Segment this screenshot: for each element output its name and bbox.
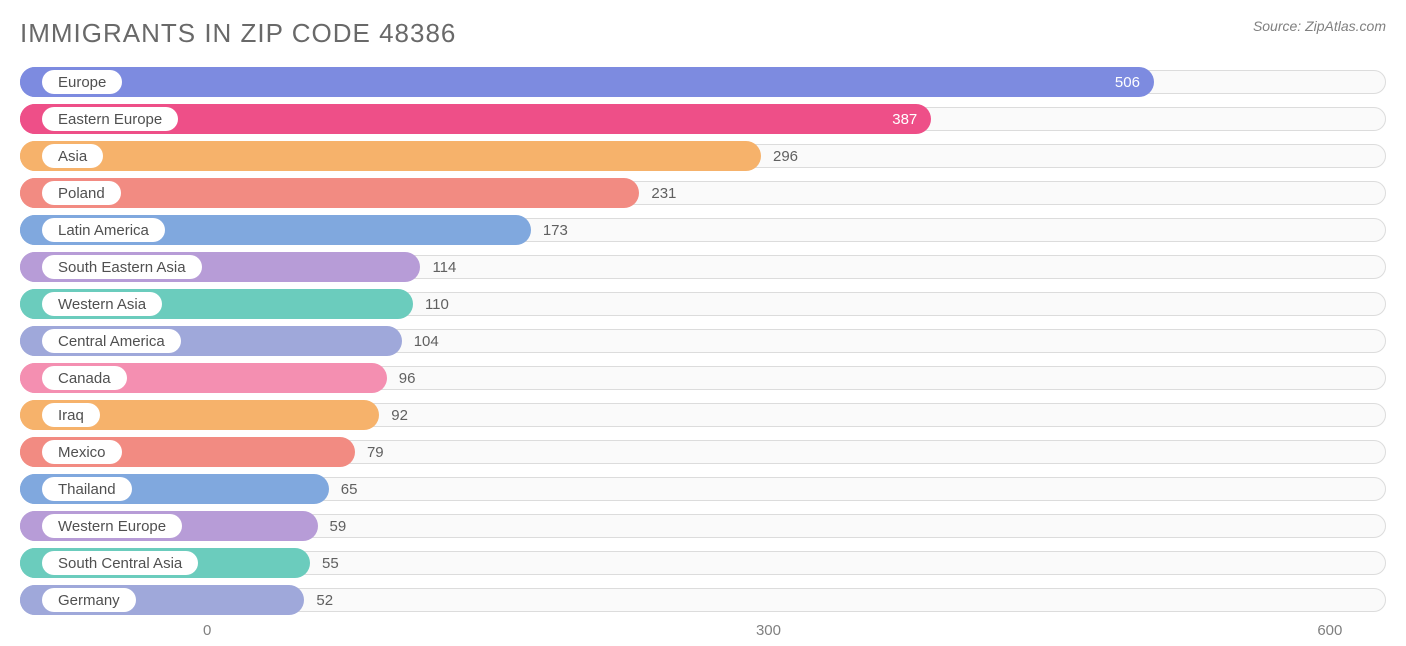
bar-value: 110 <box>413 289 449 319</box>
bar-label: South Eastern Asia <box>42 255 202 279</box>
bar-value: 296 <box>761 141 798 171</box>
bar-label: Western Europe <box>42 514 182 538</box>
bar-label: Germany <box>42 588 136 612</box>
bar-row: South Eastern Asia 114 <box>20 252 1386 282</box>
bar-label: Central America <box>42 329 181 353</box>
bar-label: Thailand <box>42 477 132 501</box>
bar-row: 506 Europe <box>20 67 1386 97</box>
x-tick: 600 <box>1317 622 1342 639</box>
bar-row: Iraq 92 <box>20 400 1386 430</box>
bar-fill: 506 <box>20 67 1154 97</box>
bar-value: 65 <box>329 474 358 504</box>
bar-label: Mexico <box>42 440 122 464</box>
x-axis: 0 300 600 <box>20 622 1386 646</box>
bar-row: 387 Eastern Europe <box>20 104 1386 134</box>
chart-title: IMMIGRANTS IN ZIP CODE 48386 <box>20 18 456 49</box>
bar-value: 55 <box>310 548 339 578</box>
bar-fill <box>20 141 761 171</box>
bar-label: Canada <box>42 366 127 390</box>
bar-label: Poland <box>42 181 121 205</box>
bar-value: 79 <box>355 437 384 467</box>
bar-value: 173 <box>531 215 568 245</box>
bar-row: Central America 104 <box>20 326 1386 356</box>
bar-label: Western Asia <box>42 292 162 316</box>
x-tick: 300 <box>756 622 781 639</box>
bar-value: 52 <box>304 585 333 615</box>
bar-value: 387 <box>892 104 917 134</box>
bar-chart: 506 Europe 387 Eastern Europe Asia 296 Poland 2… <box>20 67 1386 646</box>
x-tick: 0 <box>203 622 211 639</box>
bar-value: 59 <box>318 511 347 541</box>
bar-label: Latin America <box>42 218 165 242</box>
bar-row: Latin America 173 <box>20 215 1386 245</box>
bar-row: Western Asia 110 <box>20 289 1386 319</box>
bar-label: Europe <box>42 70 122 94</box>
bar-row: Canada 96 <box>20 363 1386 393</box>
bar-row: Poland 231 <box>20 178 1386 208</box>
bar-value: 114 <box>420 252 456 282</box>
header: IMMIGRANTS IN ZIP CODE 48386 Source: Zip… <box>20 18 1386 49</box>
chart-source: Source: ZipAtlas.com <box>1253 18 1386 34</box>
bar-row: Germany 52 <box>20 585 1386 615</box>
bar-value: 506 <box>1115 67 1140 97</box>
bar-row: Asia 296 <box>20 141 1386 171</box>
bar-label: Asia <box>42 144 103 168</box>
bar-row: Western Europe 59 <box>20 511 1386 541</box>
bar-label: Eastern Europe <box>42 107 178 131</box>
bar-row: Mexico 79 <box>20 437 1386 467</box>
bar-label: Iraq <box>42 403 100 427</box>
bar-value: 104 <box>402 326 439 356</box>
bar-row: South Central Asia 55 <box>20 548 1386 578</box>
bar-value: 231 <box>639 178 676 208</box>
bar-row: Thailand 65 <box>20 474 1386 504</box>
bar-value: 92 <box>379 400 408 430</box>
bar-value: 96 <box>387 363 416 393</box>
bar-label: South Central Asia <box>42 551 198 575</box>
